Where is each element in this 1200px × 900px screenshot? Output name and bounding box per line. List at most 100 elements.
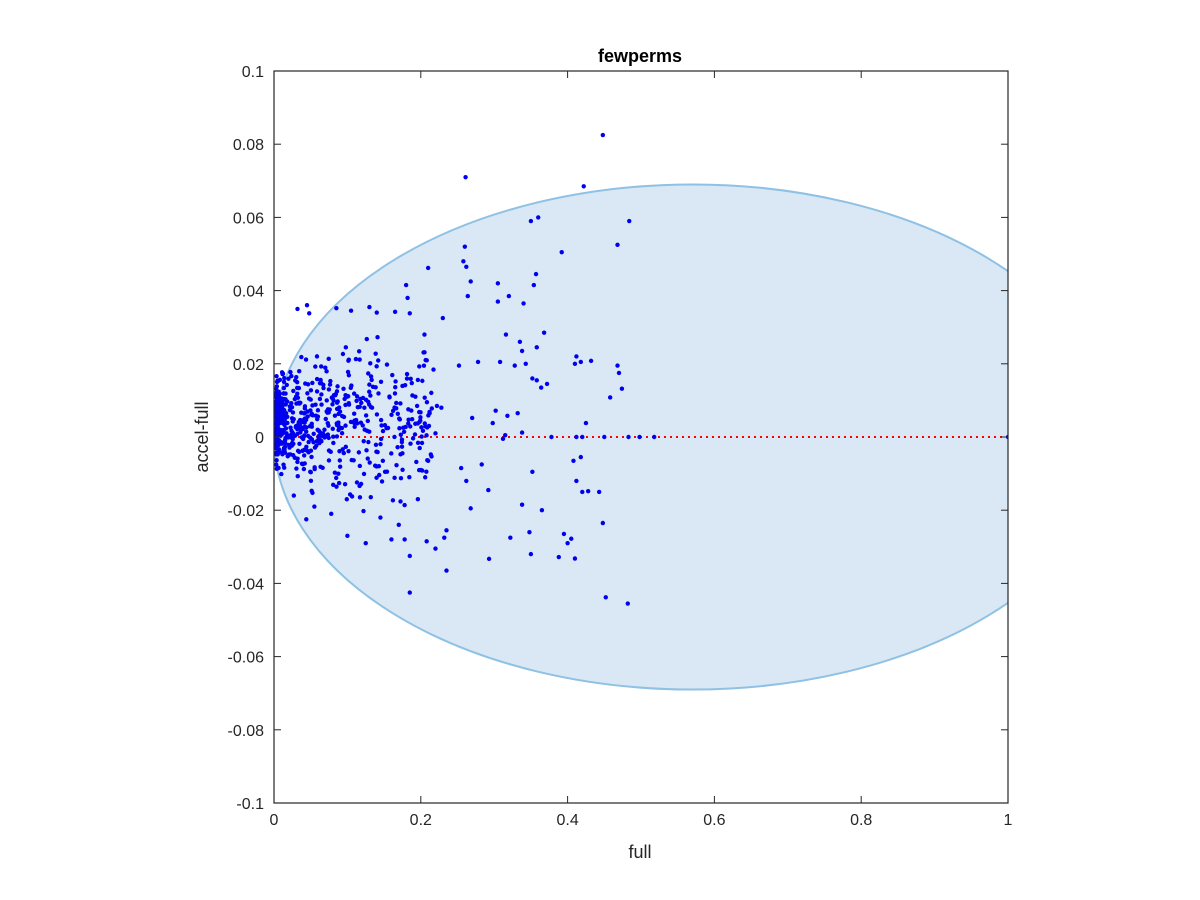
data-point xyxy=(361,508,366,514)
data-point xyxy=(326,435,331,441)
plot-content xyxy=(274,132,1008,691)
data-point xyxy=(515,411,520,416)
data-point xyxy=(304,303,310,308)
data-point xyxy=(390,408,396,413)
data-point xyxy=(354,394,360,399)
data-point xyxy=(503,432,508,438)
data-point xyxy=(355,421,360,426)
data-point xyxy=(399,444,405,449)
data-point xyxy=(406,407,411,412)
data-point xyxy=(330,426,335,432)
data-point xyxy=(290,410,296,415)
data-point xyxy=(302,447,307,453)
data-point xyxy=(346,402,352,407)
data-point xyxy=(534,378,539,383)
data-point xyxy=(521,301,526,306)
data-point xyxy=(420,378,425,384)
data-point xyxy=(486,487,491,493)
data-point xyxy=(394,400,399,406)
data-point xyxy=(440,315,446,321)
data-point xyxy=(319,402,324,407)
data-point xyxy=(281,462,286,467)
data-point xyxy=(366,371,371,376)
data-point xyxy=(284,382,289,388)
data-point xyxy=(279,399,284,405)
data-point xyxy=(349,457,354,463)
data-point xyxy=(408,441,413,446)
data-point xyxy=(323,365,328,370)
data-point xyxy=(326,458,332,463)
data-point xyxy=(288,452,293,457)
data-point xyxy=(339,430,345,436)
data-point xyxy=(607,395,613,400)
data-point xyxy=(456,363,462,368)
data-point xyxy=(398,499,403,504)
data-point xyxy=(368,374,374,379)
data-point xyxy=(375,358,381,363)
data-point xyxy=(317,396,323,402)
data-point xyxy=(364,448,369,453)
data-point xyxy=(519,502,525,507)
data-point xyxy=(351,391,357,396)
data-point xyxy=(344,497,349,502)
data-point xyxy=(390,372,395,378)
data-point xyxy=(574,478,579,484)
data-point xyxy=(363,540,368,546)
data-point xyxy=(336,411,341,417)
data-point xyxy=(302,404,308,409)
data-point xyxy=(280,417,285,422)
data-point xyxy=(274,445,279,451)
data-point xyxy=(328,378,333,384)
data-point xyxy=(462,244,468,249)
data-point xyxy=(314,354,320,359)
x-tick-label: 1 xyxy=(1004,812,1013,829)
data-point xyxy=(433,546,438,551)
data-point xyxy=(519,430,525,435)
data-point xyxy=(332,470,338,475)
data-point xyxy=(303,357,309,362)
data-point xyxy=(346,358,351,363)
data-point xyxy=(530,469,535,474)
data-point xyxy=(407,590,412,595)
data-point xyxy=(585,488,591,494)
data-point xyxy=(330,402,335,407)
data-point xyxy=(375,449,380,455)
data-point xyxy=(378,417,384,423)
data-point xyxy=(519,348,525,354)
data-point xyxy=(365,456,370,461)
data-point xyxy=(348,385,353,391)
data-point xyxy=(399,439,405,445)
data-point xyxy=(424,469,429,474)
data-point xyxy=(282,375,287,381)
y-tick-label: 0.1 xyxy=(242,64,264,81)
data-point xyxy=(426,413,431,418)
y-tick-label: -0.1 xyxy=(236,796,264,813)
data-point xyxy=(556,554,561,560)
data-point xyxy=(370,384,376,390)
data-point xyxy=(402,537,407,542)
data-point xyxy=(374,464,379,469)
data-point xyxy=(392,434,397,440)
data-point xyxy=(403,424,408,430)
data-point xyxy=(578,454,584,460)
data-point xyxy=(348,308,354,313)
data-point xyxy=(289,440,295,446)
data-point xyxy=(343,444,348,450)
y-tick-label: 0 xyxy=(255,430,264,447)
data-point xyxy=(375,334,380,340)
data-point xyxy=(475,359,481,365)
data-point xyxy=(400,383,405,389)
data-point xyxy=(615,242,620,248)
data-point xyxy=(285,399,290,404)
data-point xyxy=(616,370,622,376)
data-point xyxy=(398,432,404,437)
data-point xyxy=(580,434,585,440)
data-point xyxy=(415,440,421,445)
data-point xyxy=(569,536,574,541)
data-point xyxy=(559,249,564,255)
data-point xyxy=(433,431,438,436)
data-point xyxy=(380,428,386,434)
data-point xyxy=(319,364,324,369)
data-point xyxy=(305,414,310,419)
data-point xyxy=(297,441,302,447)
